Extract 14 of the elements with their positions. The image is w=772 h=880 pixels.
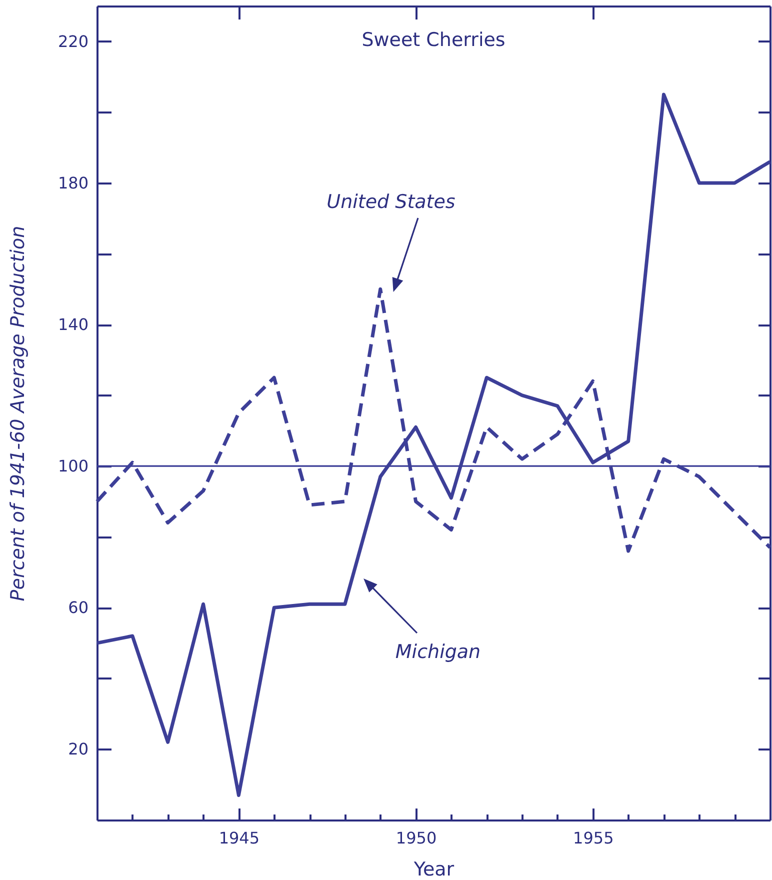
y-tick-label: 100 <box>58 456 88 476</box>
x-tick-label: 1955 <box>573 828 614 848</box>
annotation: United States <box>326 191 456 213</box>
annotation: Michigan <box>395 641 481 663</box>
y-tick-label: 60 <box>68 598 88 618</box>
y-tick-label: 180 <box>58 173 88 192</box>
text: Sweet Cherries <box>362 29 506 51</box>
x-tick-label: 1950 <box>396 828 437 848</box>
y-tick-label: 140 <box>58 315 88 334</box>
y-tick-label: 20 <box>68 740 88 759</box>
y-tick-label: 220 <box>58 32 88 51</box>
x-tick-label: 1945 <box>218 828 260 848</box>
x-axis-title: Year <box>412 858 454 880</box>
y-axis-title: Percent of 1941-60 Average Production <box>6 226 29 602</box>
